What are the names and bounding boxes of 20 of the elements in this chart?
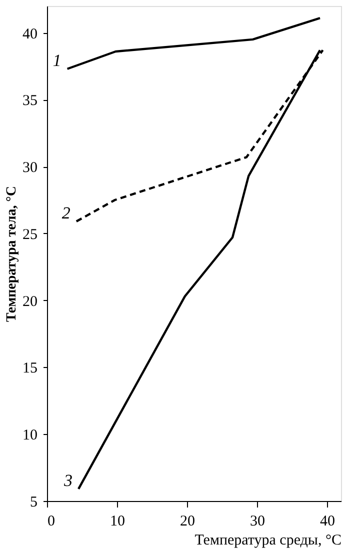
y-tick-label: 20 bbox=[22, 294, 38, 310]
y-tick-label: 25 bbox=[22, 226, 38, 243]
x-axis-title: Температура среды, °C bbox=[194, 532, 342, 548]
series-label: 2 bbox=[62, 203, 71, 222]
y-tick-label: 10 bbox=[22, 428, 38, 444]
x-tick-label: 30 bbox=[250, 514, 265, 530]
series-label: 3 bbox=[63, 470, 72, 490]
y-tick-label: 40 bbox=[22, 26, 38, 42]
y-tick-label: 5 bbox=[30, 494, 38, 510]
x-tick-label: 0 bbox=[48, 514, 55, 530]
y-tick-label: 15 bbox=[22, 360, 38, 377]
line-series bbox=[77, 49, 322, 490]
series-label: 1 bbox=[52, 50, 62, 70]
x-tick-label: 40 bbox=[320, 514, 335, 530]
y-axis-title: Температура тела, °C bbox=[4, 186, 20, 322]
x-tick-label: 10 bbox=[110, 514, 125, 530]
x-tick-label: 20 bbox=[180, 514, 195, 530]
y-tick-label: 35 bbox=[22, 93, 38, 110]
line-series bbox=[66, 16, 322, 70]
y-tick-label: 30 bbox=[22, 160, 38, 176]
